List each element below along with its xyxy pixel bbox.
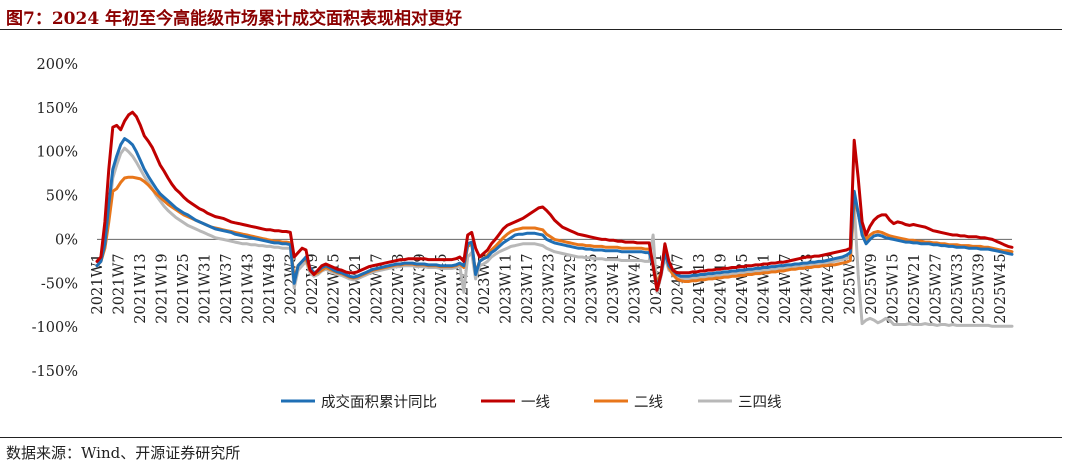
title-divider xyxy=(0,29,1062,30)
x-tick-label: 2023W11 xyxy=(498,253,514,323)
x-tick-label: 2024W25 xyxy=(735,253,751,323)
x-axis: 2021W1 2021W7 2021W13 2021W19 2021W25 2021W31… xyxy=(90,238,1012,324)
series-line-1 xyxy=(95,110,1014,292)
x-tick-label: 2022W33 xyxy=(391,253,407,323)
y-tick-label: -100% xyxy=(32,320,78,336)
x-tick-label: 2021W19 xyxy=(154,253,170,323)
series-line-3 xyxy=(95,146,1014,328)
y-tick-label: 0% xyxy=(55,232,78,248)
x-tick-label: 2024W13 xyxy=(692,253,708,323)
x-tick-label: 2023W41 xyxy=(606,253,622,323)
series-line-0 xyxy=(95,137,1014,290)
x-tick-label: 2024W49 xyxy=(821,253,837,323)
x-tick-label: 2021W1 xyxy=(90,253,106,314)
y-tick-label: 150% xyxy=(37,101,78,117)
x-tick-label: 2023W17 xyxy=(520,253,536,323)
x-tick-label: 2025W15 xyxy=(885,253,901,323)
y-tick-label: -50% xyxy=(41,276,78,292)
y-tick-label: 100% xyxy=(37,145,78,161)
x-tick-label: 2021W13 xyxy=(133,253,149,323)
legend-label: 二线 xyxy=(634,394,663,411)
x-tick-label: 2023W23 xyxy=(541,253,557,323)
x-tick-label: 2025W39 xyxy=(971,253,987,323)
x-tick-label: 2025W33 xyxy=(950,253,966,323)
x-tick-label: 2022W45 xyxy=(434,253,450,323)
x-tick-label: 2025W9 xyxy=(864,253,880,314)
y-tick-label: -150% xyxy=(32,364,78,380)
x-tick-label: 2021W25 xyxy=(176,253,192,323)
x-tick-label: 2021W7 xyxy=(111,253,127,314)
x-tick-label: 2021W49 xyxy=(262,253,278,323)
legend-label: 一线 xyxy=(521,394,550,411)
x-tick-label: 2023W29 xyxy=(563,253,579,323)
x-tick-label: 2024W7 xyxy=(670,253,686,314)
x-tick-label: 2021W43 xyxy=(240,253,256,323)
x-tick-label: 2021W31 xyxy=(197,253,213,323)
x-tick-label: 2024W19 xyxy=(713,253,729,323)
y-tick-label: 200% xyxy=(37,57,78,73)
x-tick-label: 2025W45 xyxy=(993,253,1009,323)
y-tick-label: 50% xyxy=(46,189,78,205)
x-tick-label: 2021W37 xyxy=(219,253,235,323)
legend: 成交面积累计同比 一线 二线 三四线 xyxy=(281,393,782,411)
y-axis: 200% 150% 100% 50% 0% -50% -100% -150% xyxy=(32,57,78,380)
legend-label: 三四线 xyxy=(738,394,782,411)
x-tick-label: 2024W43 xyxy=(799,253,815,323)
x-tick-label: 2023W35 xyxy=(584,253,600,323)
legend-label: 成交面积累计同比 xyxy=(321,393,437,411)
x-tick-label: 2023W5 xyxy=(477,253,493,314)
x-tick-label: 2023W47 xyxy=(627,253,643,323)
x-tick-label: 2025W3 xyxy=(842,253,858,314)
x-tick-label: 2022W39 xyxy=(412,253,428,323)
x-tick-label: 2025W21 xyxy=(907,253,923,323)
x-tick-label: 2025W27 xyxy=(928,253,944,323)
series-lines xyxy=(95,110,1014,328)
source-divider xyxy=(0,437,1062,438)
source-note: 数据来源：Wind、开源证券研究所 xyxy=(6,444,241,462)
x-tick-label: 2022W3 xyxy=(283,253,299,314)
x-tick-label: 2022W21 xyxy=(348,253,364,323)
figure-title: 图7：2024 年初至今高能级市场累计成交面积表现相对更好 xyxy=(6,9,463,29)
